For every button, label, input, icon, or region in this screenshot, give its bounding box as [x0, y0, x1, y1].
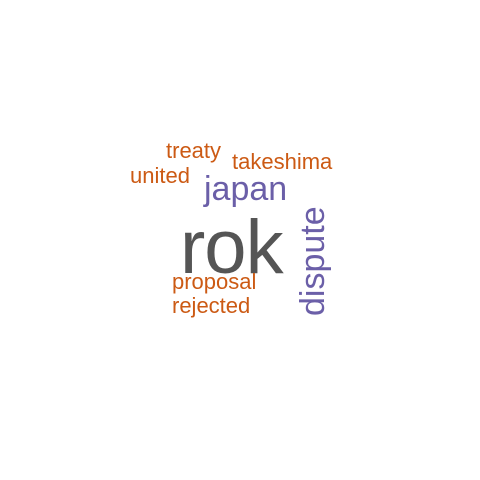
word-dispute: dispute: [294, 206, 332, 316]
word-rok: rok: [180, 205, 284, 290]
word-proposal: proposal: [172, 269, 257, 294]
word-japan: japan: [204, 170, 288, 208]
word-united: united: [130, 163, 190, 188]
word-treaty: treaty: [166, 138, 222, 163]
word-rejected: rejected: [172, 293, 251, 318]
word-takeshima: takeshima: [232, 149, 333, 174]
